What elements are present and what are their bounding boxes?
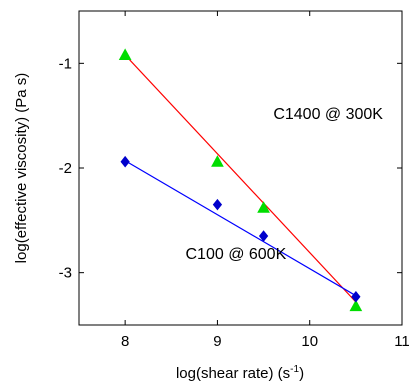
x-axis-label: log(shear rate) (s-1)	[176, 364, 304, 382]
annotations: C1400 @ 300K C100 @ 600K	[186, 106, 384, 263]
x-tick-label: 10	[301, 333, 318, 350]
annotation-label: C100 @ 600K	[186, 246, 287, 263]
triangle-marker	[257, 201, 270, 213]
diamond-marker	[212, 198, 223, 211]
diamond-marker	[258, 230, 269, 242]
diamond-marker	[120, 155, 130, 168]
ticks: 8 9 10 11 -1 -2 -3	[59, 11, 409, 350]
triangle-marker	[118, 48, 132, 60]
triangle-marker	[349, 299, 363, 312]
y-axis-label: log(effective viscosity) (Pa s)	[13, 73, 30, 264]
fit-line-series-2	[124, 160, 357, 297]
y-tick-label: -2	[59, 160, 72, 177]
y-tick-label: -3	[59, 265, 72, 282]
annotation-label: C1400 @ 300K	[273, 106, 383, 123]
x-tick-label: 8	[121, 333, 129, 350]
triangle-marker	[211, 155, 224, 167]
markers	[118, 48, 363, 312]
y-tick-label: -1	[59, 55, 72, 72]
x-tick-label: 9	[213, 333, 221, 350]
fit-line-series-1	[124, 54, 357, 303]
x-tick-label: 11	[394, 333, 409, 350]
fit-lines	[124, 54, 357, 303]
diamond-marker	[351, 290, 361, 303]
